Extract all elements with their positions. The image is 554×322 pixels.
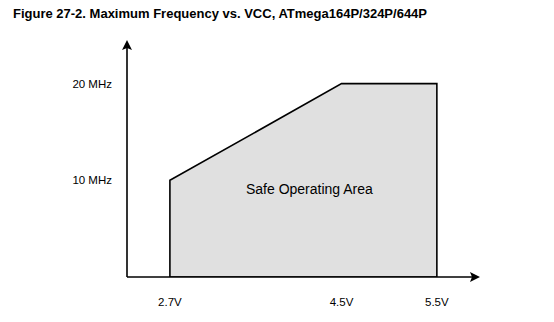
marks	[170, 84, 437, 277]
x-tick-label: 5.5V	[425, 296, 449, 308]
area	[170, 84, 437, 277]
x-tick-label: 2.7V	[158, 296, 182, 308]
x-axis	[127, 276, 475, 278]
axes	[122, 40, 480, 282]
annotation: Safe Operating Area	[246, 181, 373, 197]
chart: Figure 27-2. Maximum Frequency vs. VCC, …	[0, 0, 554, 322]
y-arrow	[122, 40, 132, 50]
x-tick-label: 4.5V	[330, 296, 354, 308]
title: Figure 27-2. Maximum Frequency vs. VCC, …	[13, 6, 427, 21]
y-tick-label: 20 MHz	[72, 78, 112, 90]
y-axis	[126, 45, 128, 277]
x-arrow	[470, 272, 480, 282]
y-tick-label: 10 MHz	[72, 174, 112, 186]
